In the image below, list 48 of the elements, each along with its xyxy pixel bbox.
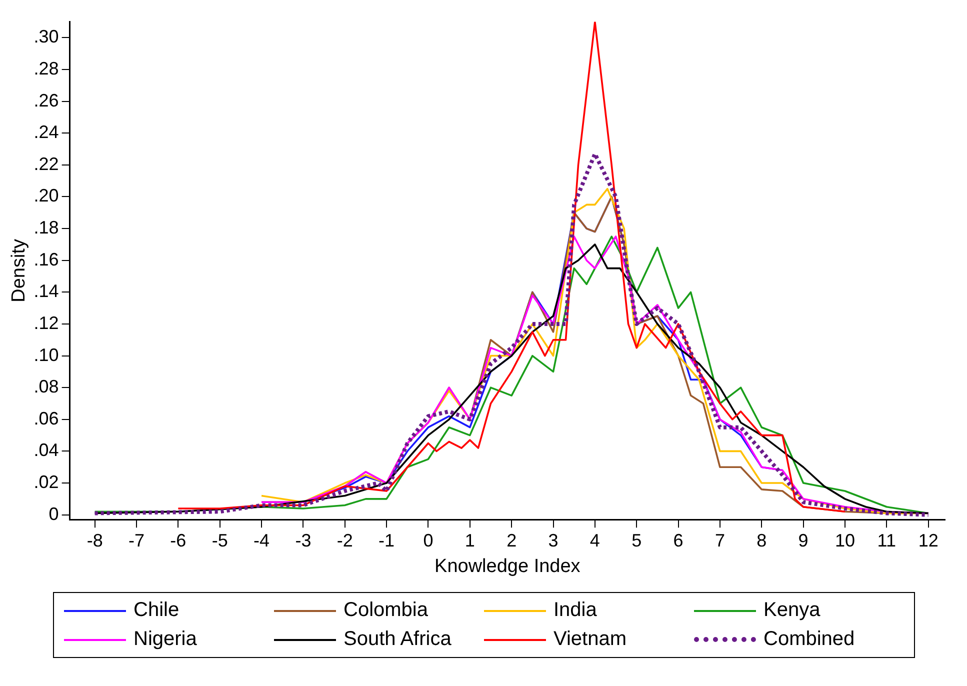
y-tick-label: .18 bbox=[34, 218, 59, 238]
y-axis-title: Density bbox=[8, 238, 30, 302]
x-tick-label: -7 bbox=[128, 530, 145, 550]
x-tick-label: 4 bbox=[590, 530, 600, 550]
y-tick-label: .16 bbox=[34, 249, 59, 270]
x-tick-label: 9 bbox=[798, 530, 808, 550]
legend-label: Vietnam bbox=[554, 628, 627, 651]
y-tick-label: .06 bbox=[34, 408, 59, 428]
y-tick-label: 0 bbox=[48, 504, 59, 524]
y-tick-label: .12 bbox=[34, 312, 59, 333]
y-tick-label: .10 bbox=[34, 344, 59, 365]
x-tick-label: 5 bbox=[632, 530, 642, 550]
x-tick-label: 12 bbox=[918, 530, 938, 550]
x-tick-label: 8 bbox=[756, 530, 767, 550]
legend-label: Kenya bbox=[764, 599, 820, 622]
x-tick-label: 6 bbox=[673, 530, 684, 550]
y-tick-label: .04 bbox=[34, 440, 59, 460]
y-tick-label: .22 bbox=[34, 154, 59, 174]
x-tick-label: 7 bbox=[714, 530, 725, 550]
y-tick-label: .02 bbox=[34, 472, 59, 492]
legend-label: South Africa bbox=[344, 628, 452, 651]
x-tick-label: 2 bbox=[506, 530, 517, 550]
y-tick-label: .20 bbox=[34, 186, 59, 206]
x-tick-label: -8 bbox=[86, 530, 103, 550]
x-tick-label: 11 bbox=[877, 530, 896, 550]
x-tick-label: -4 bbox=[254, 530, 270, 550]
x-tick-label: -3 bbox=[295, 530, 312, 550]
x-tick-label: -5 bbox=[212, 530, 228, 550]
x-axis-title: Knowledge Index bbox=[434, 556, 581, 577]
x-tick-label: 0 bbox=[423, 530, 434, 550]
x-tick-label: 10 bbox=[834, 530, 855, 550]
legend-label: Colombia bbox=[344, 599, 428, 622]
legend-label: Combined bbox=[764, 628, 855, 651]
y-tick-label: .24 bbox=[34, 122, 59, 142]
legend-label: India bbox=[554, 599, 597, 622]
legend-label: Chile bbox=[134, 599, 180, 622]
y-tick-label: .08 bbox=[34, 376, 59, 397]
y-tick-label: .26 bbox=[34, 90, 59, 110]
y-tick-label: .28 bbox=[34, 58, 59, 78]
y-tick-label: .14 bbox=[34, 281, 59, 302]
x-tick-label: -6 bbox=[170, 530, 186, 550]
x-tick-label: 3 bbox=[548, 530, 558, 550]
line-series bbox=[92, 152, 930, 517]
x-tick-label: -2 bbox=[336, 530, 353, 550]
x-tick-label: -1 bbox=[378, 530, 395, 550]
legend-label: Nigeria bbox=[134, 628, 197, 651]
y-tick-label: .30 bbox=[34, 26, 59, 47]
x-tick-label: 1 bbox=[464, 530, 475, 550]
